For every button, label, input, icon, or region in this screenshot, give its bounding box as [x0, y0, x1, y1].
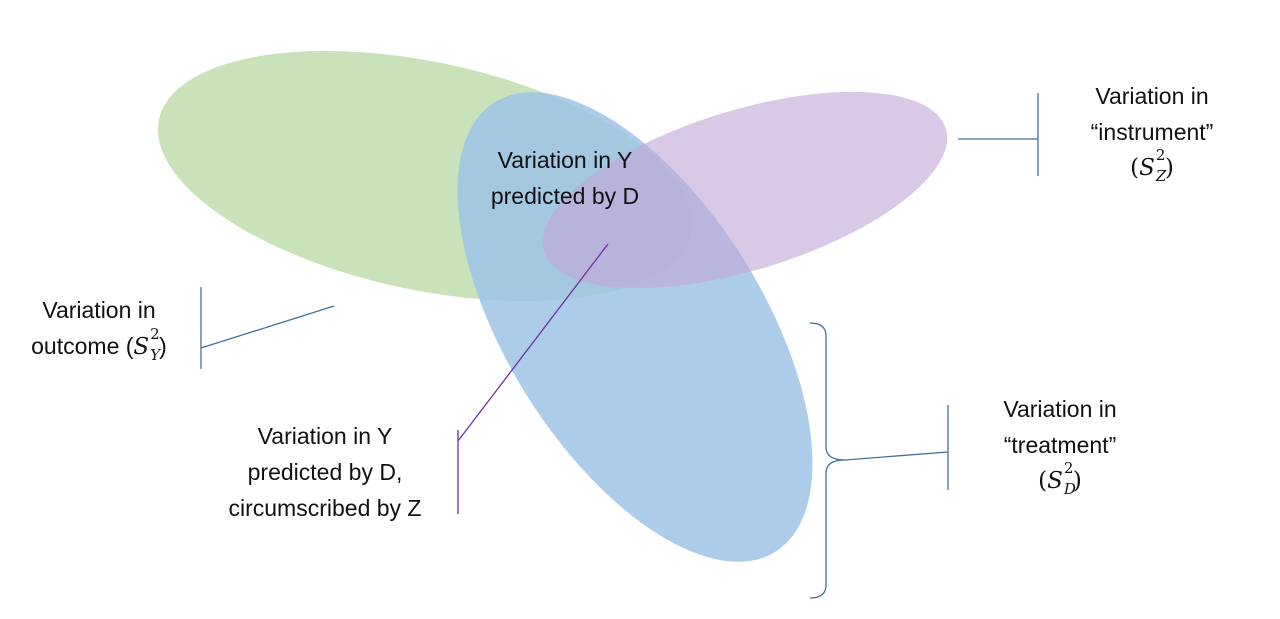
outcome-close-paren: ) [159, 333, 167, 359]
circumscribed-label: Variation in Y predicted by D, circumscr… [205, 418, 445, 526]
treatment-ellipse [457, 92, 813, 562]
treatment-label-line1: Variation in [1003, 396, 1117, 422]
instrument-symbol: (S 2 Z) [1130, 146, 1174, 185]
treatment-bracket [809, 322, 949, 599]
treatment-label: Variation in “treatment” (S 2 D) [970, 391, 1150, 499]
treatment-symbol: (S 2 D) [1038, 459, 1082, 498]
circumscribed-label-line2: predicted by D, [247, 459, 403, 485]
circumscribed-label-line1: Variation in Y [257, 423, 393, 449]
predicted-label-line1: Variation in Y [497, 147, 633, 173]
instrument-label: Variation in “instrument” (S 2 Z) [1062, 78, 1242, 186]
treatment-label-line2: “treatment” [1003, 432, 1117, 458]
outcome-label: Variation in outcome (S 2 Y) [14, 292, 184, 365]
instrument-ellipse [542, 91, 948, 289]
instrument-label-line1: Variation in [1095, 83, 1209, 109]
predicted-label-line2: predicted by D [490, 183, 640, 209]
instrument-bracket [958, 93, 1039, 176]
circumscribed-pointer [457, 243, 609, 514]
outcome-label-line1: Variation in [42, 297, 156, 323]
outcome-bracket [200, 287, 335, 369]
outcome-label-line2: outcome (S 2 Y) [14, 325, 184, 365]
instrument-label-line2: “instrument” [1090, 119, 1214, 145]
predicted-label: Variation in Y predicted by D [470, 142, 660, 214]
outcome-label-text: outcome ( [31, 333, 134, 359]
circumscribed-label-line3: circumscribed by Z [228, 495, 422, 521]
